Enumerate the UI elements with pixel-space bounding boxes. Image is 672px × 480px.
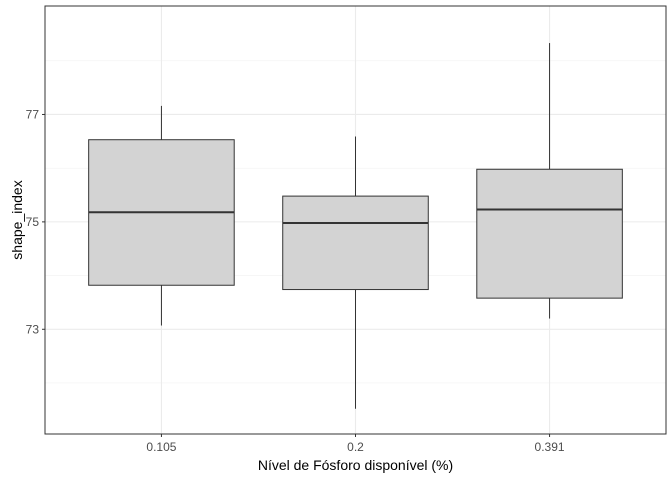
box-0.105	[88, 105, 235, 326]
boxes	[88, 43, 623, 409]
x-axis-ticks: 0.105 0.2 0.391	[146, 434, 565, 454]
y-axis-title: shape_index	[9, 180, 25, 259]
x-tick-label: 0.105	[146, 440, 176, 454]
box-0.391	[476, 43, 623, 319]
y-tick-label: 73	[26, 322, 40, 336]
y-tick-label: 75	[26, 215, 40, 229]
y-axis-ticks: 73 75 77	[26, 107, 45, 336]
iqr-box	[282, 195, 429, 291]
iqr-box	[476, 168, 623, 299]
x-tick-label: 0.391	[535, 440, 565, 454]
x-axis-title: Nível de Fósforo disponível (%)	[258, 457, 453, 473]
box-0.2	[282, 136, 429, 409]
x-tick-label: 0.2	[347, 440, 364, 454]
y-tick-label: 77	[26, 107, 40, 121]
